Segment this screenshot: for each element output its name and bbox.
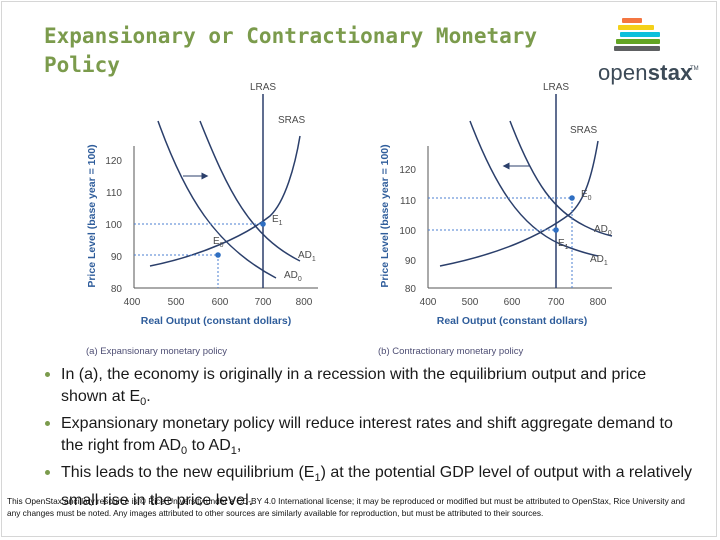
ad0-curve: [157, 120, 277, 279]
y-axis-title: Price Level (base year = 100): [86, 144, 98, 287]
ad0-label: AD0: [284, 270, 302, 283]
logo-text-stax: stax: [647, 60, 693, 85]
lras-label: LRAS: [250, 82, 276, 93]
ad0-sub: 0: [608, 230, 612, 237]
ad1-sub: 1: [312, 256, 316, 263]
e1-label: E1: [272, 214, 283, 227]
logo-trademark: TM: [690, 66, 699, 72]
caption-b: (b) Contractionary monetary policy: [378, 346, 523, 357]
y-tick: 90: [405, 256, 417, 267]
logo-text-open: open: [598, 60, 648, 85]
ad1-text: AD: [298, 250, 312, 261]
e0-point: [569, 195, 575, 201]
openstax-logo: openstax TM: [596, 16, 701, 86]
sras-curve: [149, 135, 301, 267]
panel-b: 400 500 600 700 800 80 90 100 110 120 Re…: [378, 82, 613, 357]
x-tick: 700: [255, 297, 272, 308]
bullet-text-mid: to AD: [187, 436, 231, 454]
bullet-text-end: .: [146, 387, 151, 405]
ad0-sub: 0: [298, 276, 302, 283]
sras-curve: [439, 140, 599, 267]
caption-a: (a) Expansionary monetary policy: [86, 346, 227, 357]
ad1-curve: [469, 120, 599, 257]
e1-text: E: [272, 214, 279, 225]
e0-sub: 0: [220, 242, 224, 249]
ad1-sub: 1: [604, 260, 608, 267]
y-tick: 80: [405, 284, 417, 295]
bullet-text-end: ,: [236, 436, 242, 454]
y-tick: 120: [105, 156, 122, 167]
ad0-curve: [509, 120, 613, 237]
x-tick: 800: [296, 297, 313, 308]
logo-bar: [614, 46, 660, 51]
e1-text: E: [558, 238, 565, 249]
lras-label: LRAS: [543, 82, 569, 93]
x-tick: 700: [548, 297, 565, 308]
x-tick: 600: [504, 297, 521, 308]
bullet-list: In (a), the economy is originally in a r…: [44, 364, 694, 512]
y-axis-title: Price Level (base year = 100): [379, 144, 391, 287]
license-footer: This OpenStax ancillary resource is © Ri…: [7, 496, 685, 518]
ad1-label: AD1: [298, 250, 316, 263]
e0-sub: 0: [588, 195, 592, 202]
ad0-text: AD: [284, 270, 298, 281]
y-tick: 120: [399, 165, 416, 176]
e0-text: E: [581, 189, 588, 200]
bullet-text: In (a), the economy is originally in a r…: [61, 366, 647, 405]
y-tick: 110: [400, 196, 416, 207]
e0-label: E0: [213, 236, 224, 249]
e0-text: E: [213, 236, 220, 247]
y-tick: 100: [105, 220, 122, 231]
sras-label: SRAS: [278, 115, 306, 126]
ad1-curve: [199, 120, 301, 262]
y-tick: 80: [111, 284, 123, 295]
bullet-item: This leads to the new equilibrium (E1) a…: [44, 462, 694, 511]
bullet-text: This leads to the new equilibrium (E: [61, 464, 315, 482]
monetary-policy-diagrams: 400 500 600 700 800 80 90 100 110 120 Re…: [86, 82, 613, 357]
ad1-label: AD1: [590, 254, 608, 267]
ad0-label: AD0: [594, 224, 612, 237]
logo-bar: [622, 18, 642, 23]
logo-wordmark: openstax: [598, 60, 693, 86]
ad1-text: AD: [590, 254, 604, 265]
logo-bar: [616, 39, 660, 44]
e0-label: E0: [581, 189, 592, 202]
y-tick: 90: [111, 252, 123, 263]
bullet-text: Expansionary monetary policy will reduce…: [61, 415, 673, 454]
x-axis-title: Real Output (constant dollars): [437, 315, 588, 327]
y-ticks: 80 90 100 110 120: [399, 165, 416, 295]
e1-sub: 1: [565, 244, 569, 251]
x-tick: 600: [212, 297, 229, 308]
slide-title: Expansionary or Contractionary Monetary …: [44, 24, 538, 77]
y-tick: 100: [399, 226, 416, 237]
x-tick: 500: [462, 297, 479, 308]
y-ticks: 80 90 100 110 120: [105, 156, 122, 295]
x-tick: 400: [420, 297, 437, 308]
e1-label: E1: [558, 238, 569, 251]
bullet-subscript: 1: [230, 444, 237, 457]
panel-a: 400 500 600 700 800 80 90 100 110 120 Re…: [86, 82, 318, 357]
bullet-subscript: 0: [140, 395, 147, 408]
x-ticks: 400 500 600 700 800: [420, 297, 607, 308]
x-axis-title: Real Output (constant dollars): [141, 315, 292, 327]
bullet-subscript: 0: [181, 444, 188, 457]
bullet-text-end: ) at the potential GDP level of output w…: [61, 464, 693, 510]
y-tick: 110: [106, 188, 122, 199]
e1-point: [553, 227, 559, 233]
e1-sub: 1: [279, 220, 283, 227]
bullet-item: In (a), the economy is originally in a r…: [44, 364, 694, 413]
x-tick: 400: [124, 297, 141, 308]
sras-label: SRAS: [570, 125, 598, 136]
e0-point: [215, 252, 221, 258]
bullet-subscript: 1: [314, 472, 321, 485]
logo-bar: [620, 32, 660, 37]
x-tick: 500: [168, 297, 185, 308]
e1-point: [260, 221, 266, 227]
logo-bar: [618, 25, 654, 30]
ad0-text: AD: [594, 224, 608, 235]
bullet-item: Expansionary monetary policy will reduce…: [44, 413, 694, 462]
x-tick: 800: [590, 297, 607, 308]
x-ticks: 400 500 600 700 800: [124, 297, 313, 308]
